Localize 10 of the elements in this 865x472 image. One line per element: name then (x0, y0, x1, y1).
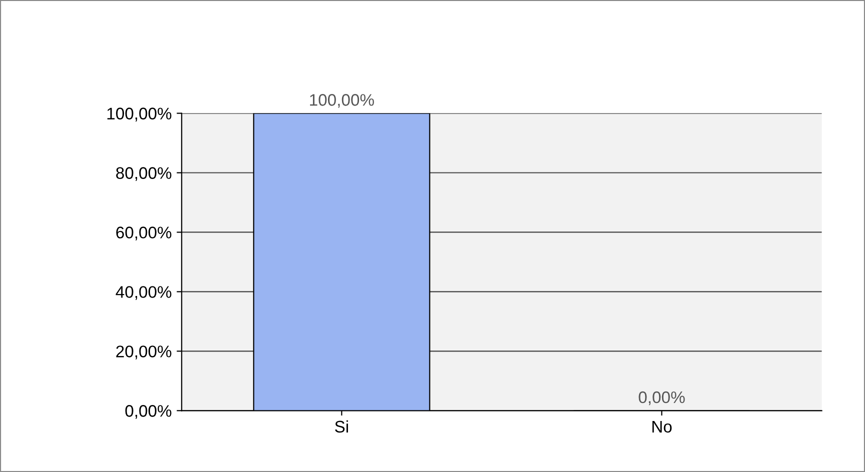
x-tick-label: No (652, 420, 672, 433)
data-label: 100,00% (310, 94, 374, 108)
y-tick-label: 80,00% (116, 167, 172, 181)
y-tick-label: 40,00% (116, 286, 172, 300)
y-tick-label: 0,00% (125, 405, 172, 419)
y-tick-label: 20,00% (116, 346, 172, 360)
y-tick-label: 60,00% (116, 226, 172, 240)
x-tick-label: Si (335, 420, 348, 433)
data-label: 0,00% (638, 391, 685, 406)
y-tick-label: 100,00% (107, 108, 172, 122)
